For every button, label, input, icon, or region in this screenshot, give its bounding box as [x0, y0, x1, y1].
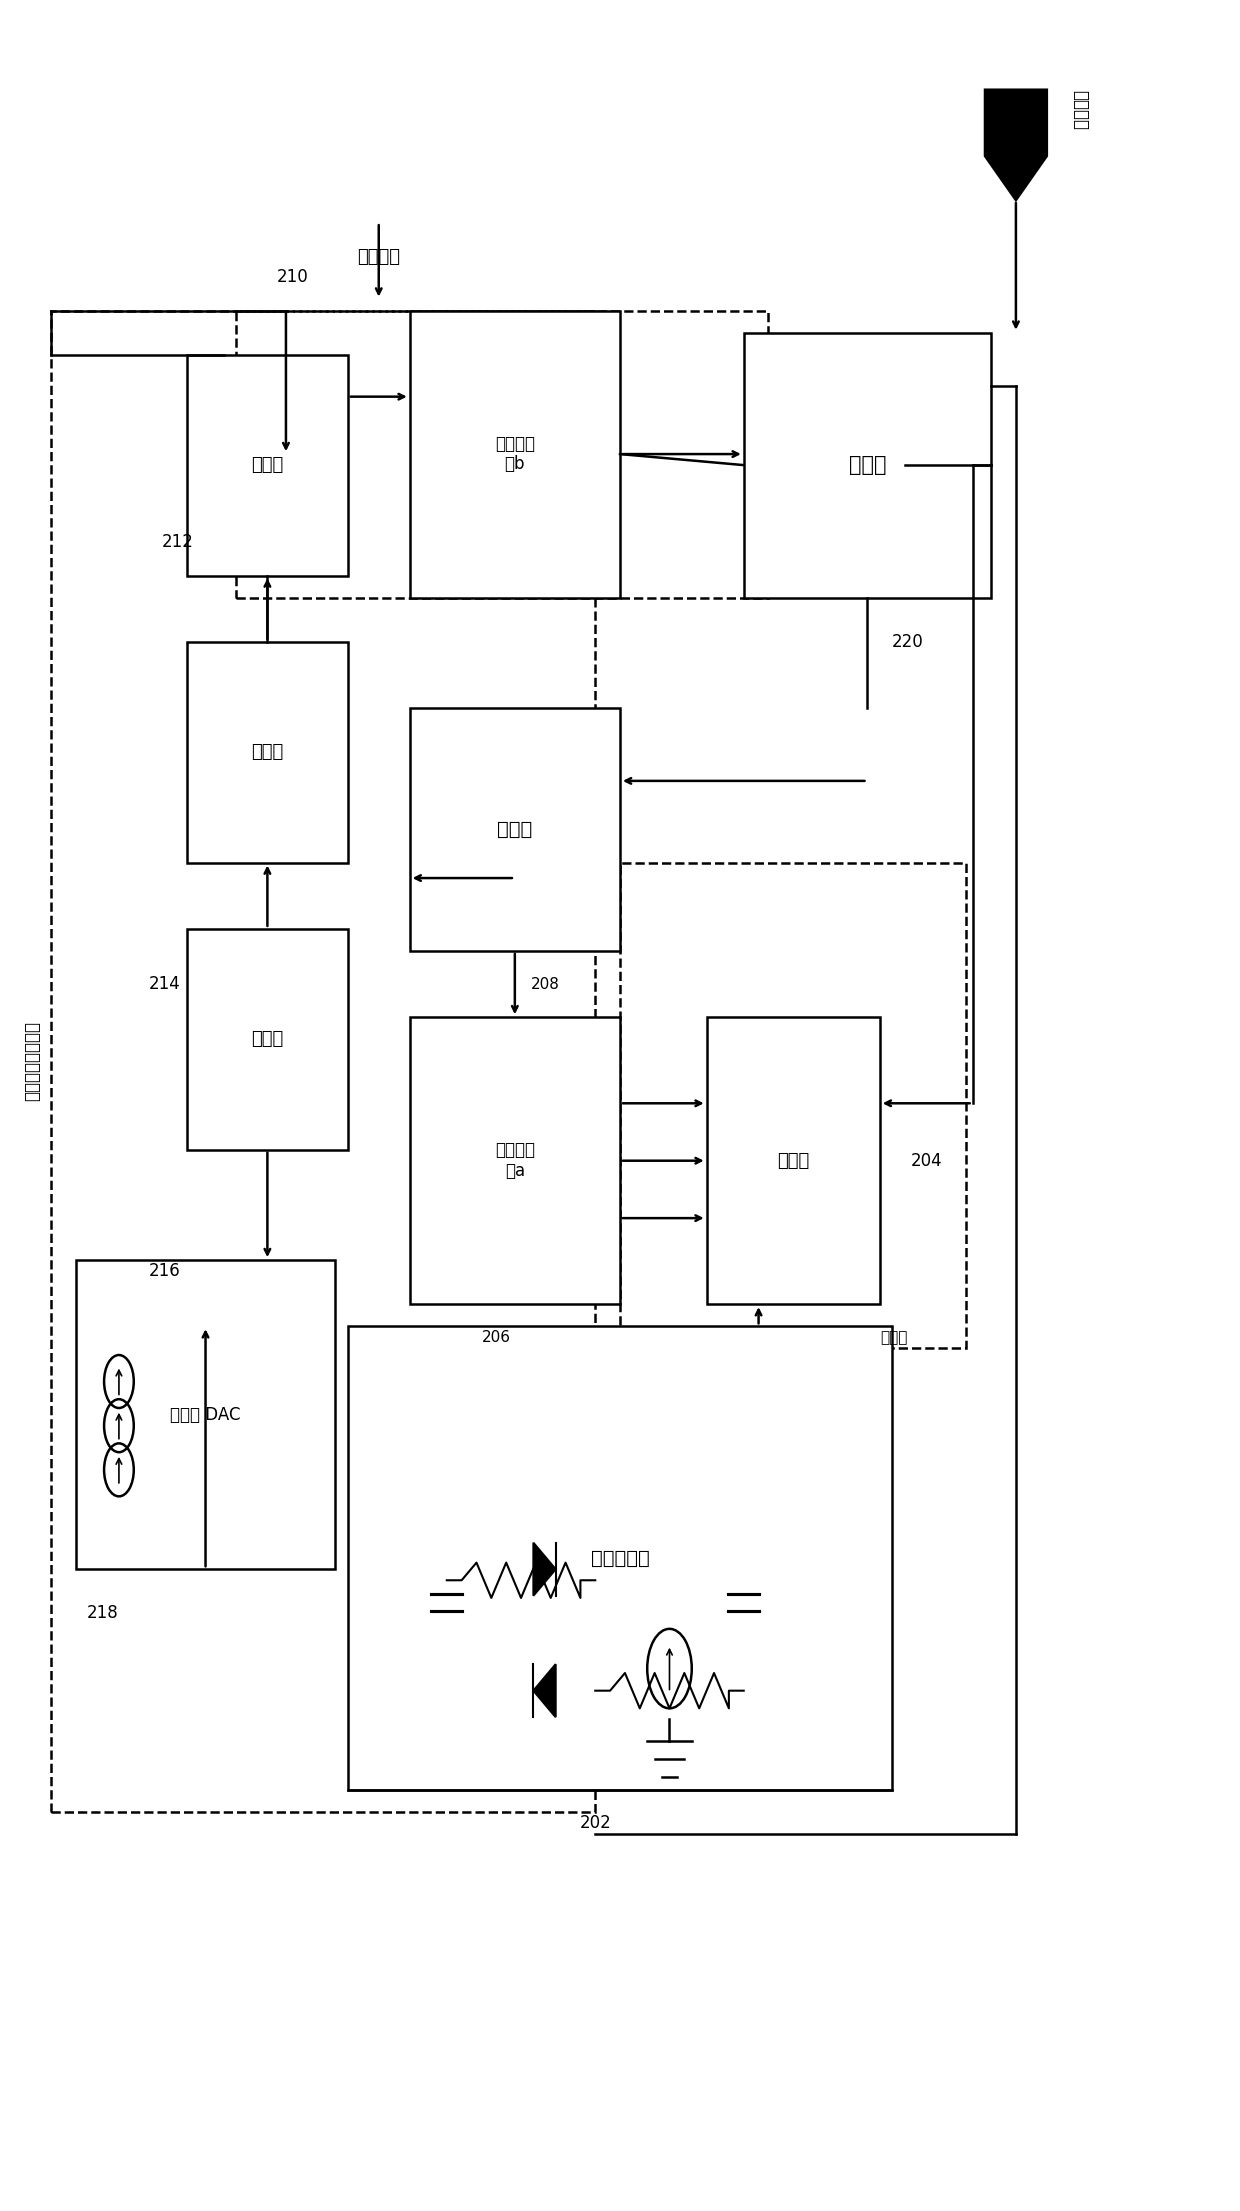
- FancyBboxPatch shape: [187, 929, 347, 1150]
- Text: 204: 204: [910, 1152, 942, 1170]
- Text: 存储器: 存储器: [252, 743, 284, 761]
- FancyBboxPatch shape: [707, 1017, 880, 1304]
- Text: 比较器: 比较器: [880, 1329, 908, 1344]
- Text: 220: 220: [893, 632, 924, 650]
- Text: 编码器: 编码器: [252, 1030, 284, 1048]
- Text: 多数表决
器a: 多数表决 器a: [495, 1141, 534, 1181]
- Text: 208: 208: [531, 977, 560, 991]
- FancyBboxPatch shape: [409, 708, 620, 951]
- Text: 选通器: 选通器: [497, 820, 532, 838]
- Text: 212: 212: [161, 533, 193, 551]
- FancyBboxPatch shape: [347, 1327, 893, 1791]
- FancyBboxPatch shape: [409, 310, 620, 597]
- Text: 多数表决
器b: 多数表决 器b: [495, 436, 534, 473]
- Text: 校准电流产生模块: 校准电流产生模块: [24, 1021, 41, 1101]
- FancyBboxPatch shape: [187, 354, 347, 575]
- Text: 218: 218: [87, 1605, 119, 1623]
- FancyBboxPatch shape: [409, 1017, 620, 1304]
- Text: 214: 214: [149, 975, 181, 993]
- Text: 电流型 DAC: 电流型 DAC: [170, 1406, 241, 1424]
- Polygon shape: [533, 1665, 556, 1718]
- FancyBboxPatch shape: [187, 641, 347, 862]
- Text: 判断模块: 判断模块: [357, 248, 401, 265]
- FancyBboxPatch shape: [744, 332, 991, 597]
- Text: 状态机: 状态机: [848, 455, 887, 475]
- Text: 锁存器: 锁存器: [777, 1152, 810, 1170]
- Polygon shape: [985, 91, 1047, 201]
- Text: 206: 206: [482, 1329, 511, 1344]
- Text: 前置放大器: 前置放大器: [590, 1548, 650, 1568]
- Text: 216: 216: [149, 1262, 181, 1280]
- FancyBboxPatch shape: [76, 1260, 336, 1570]
- Text: 202: 202: [579, 1815, 611, 1833]
- Text: 校准信号: 校准信号: [1071, 91, 1090, 130]
- Text: 计数器: 计数器: [252, 455, 284, 473]
- Polygon shape: [533, 1543, 556, 1596]
- Text: 210: 210: [277, 268, 308, 287]
